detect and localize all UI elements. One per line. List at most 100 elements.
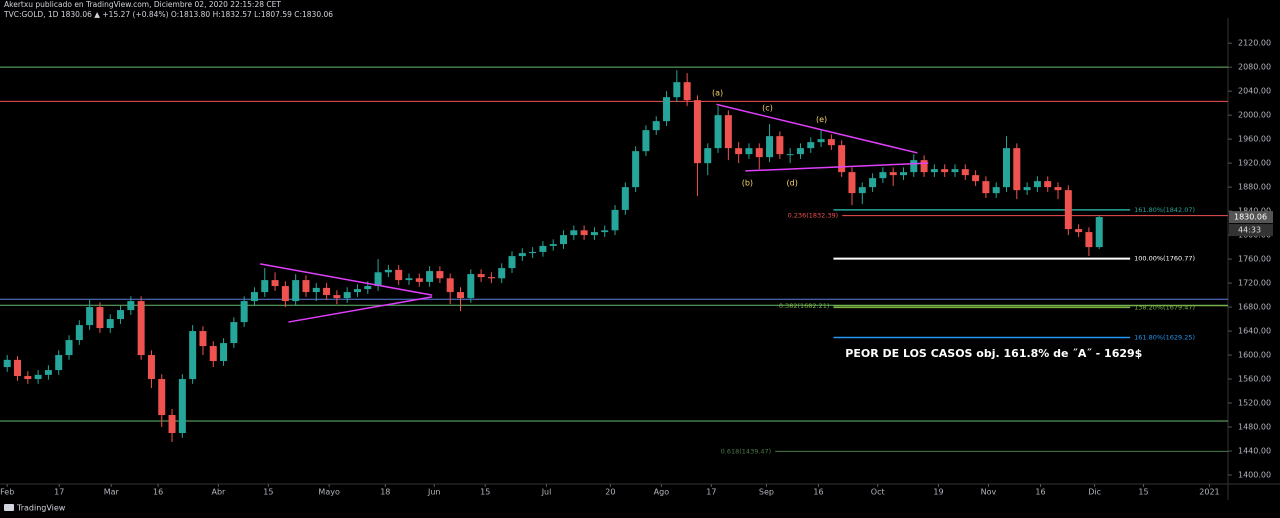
candle-body — [817, 139, 825, 143]
candle-body — [3, 359, 11, 368]
axes: 1400.00 1440.00 1480.00 1520.00 1560.00 1600.… — [0, 39, 1273, 497]
candle-body — [240, 301, 248, 323]
candle-body — [560, 235, 568, 245]
candle-body — [271, 280, 279, 287]
candle-body — [14, 359, 22, 377]
candle-body — [1044, 181, 1052, 188]
candle-body — [714, 115, 722, 149]
candle-body — [281, 286, 289, 302]
candle-body — [693, 100, 701, 164]
x-tick-label: Jul — [541, 488, 552, 497]
candle-body — [65, 340, 73, 356]
trendline — [716, 103, 918, 154]
candle-body — [590, 232, 598, 236]
candle-body — [683, 82, 691, 101]
candle-body — [24, 376, 32, 380]
plot-area: 0.236(1832.39) 0.382(1682.21) 0.618(1439.4… — [0, 66, 1228, 455]
candle-body — [632, 151, 640, 188]
y-tick-label: 1760.00 — [1238, 255, 1271, 264]
x-tick-label: 15 — [480, 488, 490, 497]
candle-body — [941, 169, 949, 173]
candle-body — [426, 271, 434, 282]
x-tick-label: Nov — [981, 488, 997, 497]
candle-body — [415, 278, 423, 282]
candle-body — [786, 154, 794, 156]
y-tick-label: 1960.00 — [1238, 135, 1271, 144]
wave-label: (c) — [762, 103, 773, 112]
x-tick-label: Oct — [871, 488, 885, 497]
candle-body — [879, 172, 887, 179]
candle-body — [735, 148, 743, 155]
candle-body — [1095, 217, 1103, 248]
wave-label: (b) — [742, 178, 753, 187]
candle-body — [395, 269, 403, 281]
candle-body — [1023, 187, 1031, 191]
y-tick-label: 1680.00 — [1238, 303, 1271, 312]
y-tick-label: 1720.00 — [1238, 279, 1271, 288]
candle-body — [147, 355, 155, 380]
wave-label: (d) — [787, 178, 798, 187]
y-tick-label: 1520.00 — [1238, 399, 1271, 408]
candle-body — [776, 136, 784, 155]
candle-body — [899, 172, 907, 176]
candle-body — [75, 325, 83, 341]
candle-body — [34, 374, 42, 380]
candle-body — [498, 268, 506, 279]
candle-body — [611, 209, 619, 231]
wave-label: (a) — [712, 88, 723, 97]
candle-body — [457, 292, 464, 299]
candle-body — [807, 142, 815, 149]
candle-body — [106, 319, 114, 329]
x-tick-label: Dic — [1088, 488, 1101, 497]
header-line2: TVC:GOLD, 1D 1830.06 ▲ +15.27 (+0.84%) O… — [3, 10, 333, 19]
candle-body — [766, 136, 774, 158]
wave-label: (e) — [816, 115, 827, 124]
candle-body — [1003, 148, 1011, 188]
trendline — [288, 296, 433, 323]
candle-body — [220, 343, 228, 362]
x-tick-label: 15 — [1138, 488, 1148, 497]
countdown-badge — [1229, 224, 1273, 237]
candle-body — [343, 292, 351, 299]
candle-body — [724, 115, 732, 149]
candle-body — [869, 178, 877, 188]
candle-body — [86, 307, 94, 326]
candle-body — [467, 274, 475, 299]
candle-body — [250, 292, 258, 302]
candle-body — [796, 148, 804, 155]
fib-extension-label: 138.20%(1679.47) — [1134, 303, 1195, 311]
x-tick-label: Mar — [104, 488, 120, 497]
y-tick-label: 2000.00 — [1238, 111, 1271, 120]
candle-body — [549, 244, 557, 246]
logo-text: TradingView — [16, 504, 66, 513]
candle-body — [261, 280, 269, 293]
fib-label: 0.236(1832.39) — [788, 212, 839, 220]
candle-body — [621, 187, 629, 210]
y-tick-label: 1640.00 — [1238, 327, 1271, 336]
candle-body — [673, 82, 681, 98]
candle-body — [487, 277, 495, 279]
x-tick-label: Sep — [759, 488, 774, 497]
candle-body — [405, 278, 413, 281]
candle-body — [580, 230, 588, 236]
candle-body — [982, 181, 990, 194]
candle-body — [601, 230, 609, 233]
x-tick-label: Feb — [0, 488, 14, 497]
candle-body — [44, 370, 52, 375]
x-tick-label: Jun — [427, 488, 441, 497]
x-tick-label: 20 — [605, 488, 615, 497]
x-tick-label: Ago — [654, 488, 670, 497]
countdown: 44:33 — [1238, 226, 1261, 235]
x-tick-label: 16 — [1035, 488, 1045, 497]
candle-body — [827, 139, 835, 146]
candle-body — [55, 355, 63, 371]
candle-body — [1054, 187, 1062, 191]
y-tick-label: 1600.00 — [1238, 351, 1271, 360]
fib-label: 0.382(1682.21) — [779, 302, 830, 310]
x-tick-label: 16 — [813, 488, 823, 497]
candle-body — [1033, 181, 1041, 188]
candle-body — [312, 287, 320, 293]
x-tick-label: 17 — [706, 488, 716, 497]
